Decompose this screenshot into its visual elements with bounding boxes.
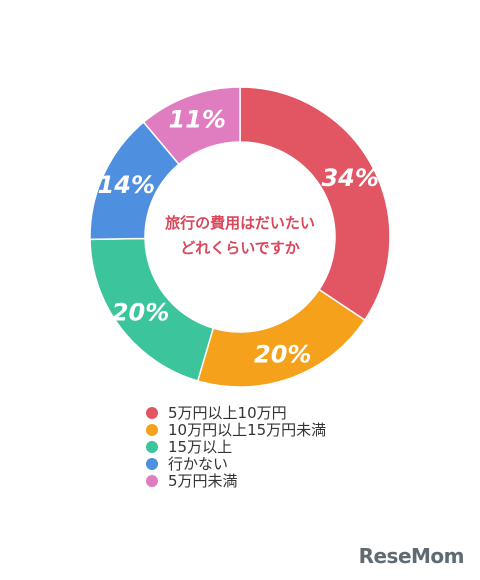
chart-legend: 5万円以上10万円 10万円以上15万円未満 15万以上 行かない 5万円未満 [146, 404, 327, 490]
legend-label: 5万円未満 [168, 472, 238, 490]
legend-marker [146, 457, 158, 470]
center-text-line-1: 旅行の費用はだいたい [165, 214, 315, 232]
legend-item: 10万円以上15万円未満 [146, 421, 327, 439]
legend-marker [146, 406, 158, 419]
slice-labels: 34% 20% 20% 14% 11% [98, 106, 379, 369]
legend-label: 10万円以上15万円未満 [168, 421, 327, 439]
legend-label: 5万円以上10万円 [168, 404, 287, 422]
legend-label: 行かない [168, 455, 229, 473]
donut-slices [89, 86, 391, 388]
center-text-line-2: どれくらいですか [180, 239, 300, 257]
resemom-logo: ReseMom [358, 544, 465, 568]
slice-percent-label: 34% [321, 164, 378, 192]
legend-marker [146, 423, 158, 436]
slice-percent-label: 14% [98, 171, 155, 199]
donut-slice [239, 86, 391, 322]
legend-marker [146, 440, 158, 453]
slice-percent-label: 20% [254, 340, 311, 368]
legend-item: 5万円以上10万円 [146, 404, 326, 422]
legend-item: 行かない [146, 455, 326, 473]
legend-label: 15万以上 [168, 438, 233, 456]
legend-item: 5万円未満 [146, 472, 326, 490]
donut-slice [142, 86, 241, 166]
slice-percent-label: 20% [112, 299, 169, 327]
slice-percent-label: 11% [169, 106, 226, 134]
legend-item: 15万以上 [146, 438, 326, 456]
legend-marker [146, 474, 158, 487]
donut-slice [196, 288, 366, 388]
